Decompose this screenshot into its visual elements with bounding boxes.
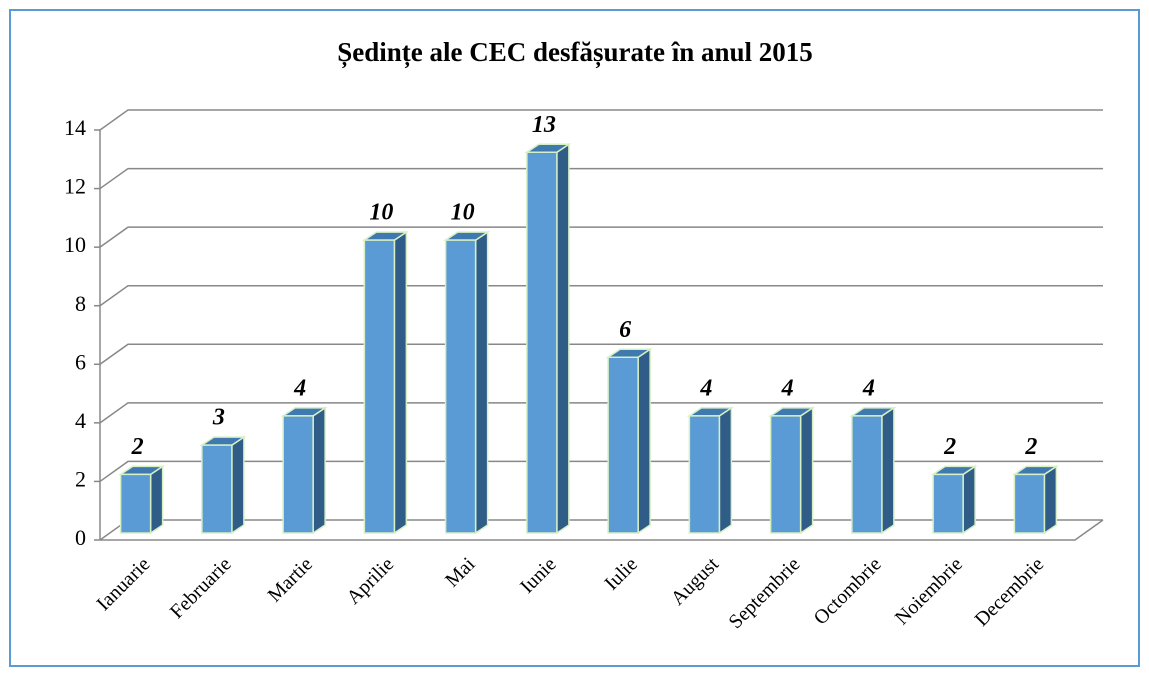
y-tick-label: 6 <box>75 349 86 374</box>
bar-side <box>393 230 408 535</box>
y-tick-label: 10 <box>64 232 86 257</box>
bar-side <box>718 406 733 535</box>
bar-side <box>231 435 245 535</box>
data-label: 6 <box>619 317 631 343</box>
data-label: 13 <box>532 112 556 138</box>
data-label: 2 <box>1024 434 1037 460</box>
bar <box>930 465 978 535</box>
data-label: 4 <box>699 375 712 401</box>
bar <box>443 230 491 535</box>
bar-front <box>444 239 477 534</box>
bar <box>768 406 816 535</box>
data-label: 4 <box>781 375 794 401</box>
y-tick-label: 14 <box>64 115 86 140</box>
bar <box>849 406 897 535</box>
bar <box>686 406 734 535</box>
y-tick-label: 0 <box>75 525 86 550</box>
data-label: 2 <box>131 434 144 460</box>
chart-title: Ședințe ale CEC desfășurate în anul 2015 <box>337 37 813 68</box>
grid-line <box>99 167 1103 190</box>
data-label: 4 <box>862 375 875 401</box>
bar <box>199 435 247 535</box>
bar-front <box>119 473 152 534</box>
chart-border <box>9 9 1140 667</box>
bar-front <box>201 444 233 534</box>
data-label: 4 <box>293 375 306 401</box>
y-tick-label: 4 <box>75 408 86 433</box>
data-label: 10 <box>451 200 475 226</box>
y-tick-label: 12 <box>64 174 86 199</box>
grid-line <box>99 284 1103 307</box>
bar-side <box>637 347 651 535</box>
bar-side <box>556 142 570 535</box>
bar <box>280 406 328 535</box>
bar-side <box>474 230 489 535</box>
bar-side <box>962 465 976 535</box>
bar <box>1011 465 1059 535</box>
data-label: 2 <box>943 434 956 460</box>
grid-line <box>99 226 1103 248</box>
bar-front <box>607 356 639 534</box>
bar-front <box>526 151 558 534</box>
bar-front <box>363 239 396 534</box>
bar-front <box>1013 473 1046 534</box>
bar-front <box>282 415 314 534</box>
data-label: 10 <box>369 200 393 226</box>
y-tick-label: 2 <box>75 466 86 491</box>
bar-side <box>149 465 164 535</box>
grid-line <box>99 402 1103 424</box>
bar-side <box>312 406 326 535</box>
bar <box>361 230 409 535</box>
bar-side <box>1043 465 1058 535</box>
bar <box>524 142 572 535</box>
bar-side <box>799 406 814 535</box>
bar-front <box>769 415 802 534</box>
y-tick-label: 8 <box>75 291 86 316</box>
data-label: 3 <box>212 405 225 431</box>
bar-front <box>851 415 883 534</box>
bar <box>118 465 166 535</box>
bar <box>605 347 653 535</box>
grid-line <box>99 343 1103 365</box>
floor-edge <box>100 519 1104 541</box>
bar-front <box>932 473 964 534</box>
bar-side <box>881 406 895 535</box>
grid-line <box>99 109 1103 131</box>
bar-front <box>688 415 721 534</box>
